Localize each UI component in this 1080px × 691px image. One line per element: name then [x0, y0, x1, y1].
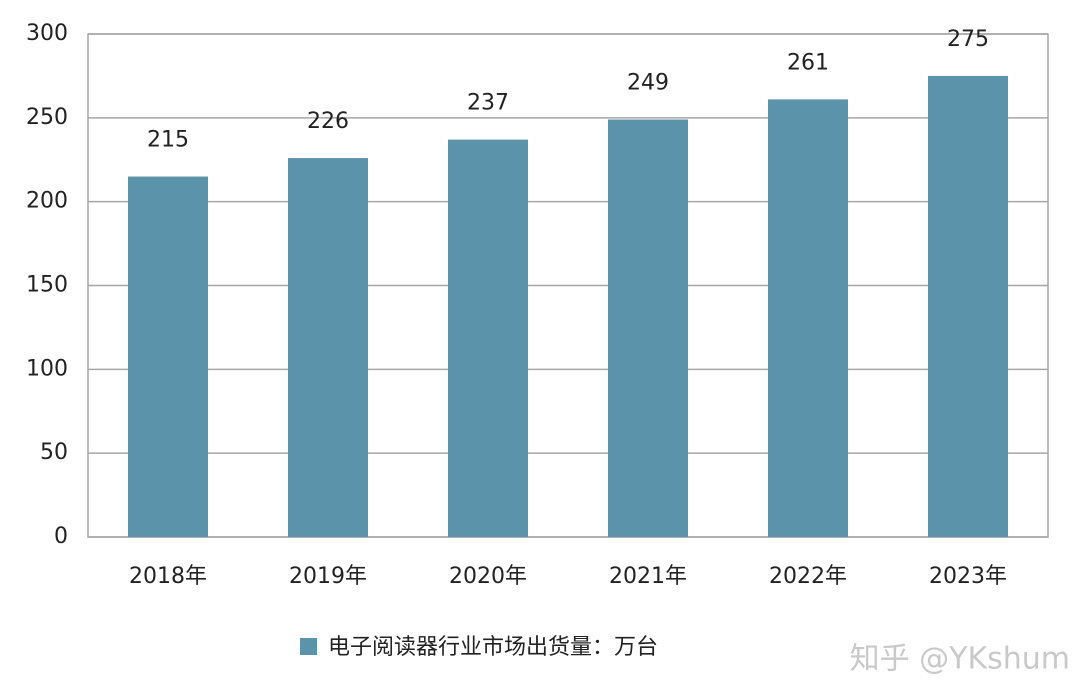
- bar: [608, 119, 688, 537]
- legend-swatch: [300, 638, 317, 655]
- y-tick-label: 250: [26, 105, 68, 130]
- plot-frame: [87, 33, 1049, 538]
- legend-label: 电子阅读器行业市场出货量：万台: [328, 635, 658, 660]
- x-tick-label: 2021年: [609, 564, 687, 589]
- x-tick-label: 2019年: [289, 564, 367, 589]
- value-label: 249: [627, 71, 669, 96]
- value-label: 261: [787, 50, 829, 75]
- y-tick-label: 50: [40, 440, 68, 465]
- bar: [928, 75, 1008, 538]
- bar: [768, 99, 848, 537]
- bar: [288, 158, 368, 537]
- x-tick-label: 2020年: [449, 564, 527, 589]
- value-label: 275: [947, 27, 989, 52]
- y-tick-label: 300: [26, 21, 68, 46]
- value-label: 215: [147, 128, 189, 153]
- value-label: 226: [307, 109, 349, 134]
- y-tick-label: 100: [26, 356, 68, 381]
- value-label: 237: [467, 91, 509, 116]
- x-tick-label: 2023年: [929, 564, 1007, 589]
- bar: [448, 139, 528, 537]
- x-tick-label: 2018年: [129, 564, 207, 589]
- x-tick-label: 2022年: [769, 564, 847, 589]
- y-tick-label: 150: [26, 273, 68, 298]
- y-tick-label: 0: [54, 524, 68, 549]
- y-tick-label: 200: [26, 189, 68, 214]
- watermark: 知乎 @YKshum: [850, 642, 1070, 677]
- bar: [128, 176, 208, 537]
